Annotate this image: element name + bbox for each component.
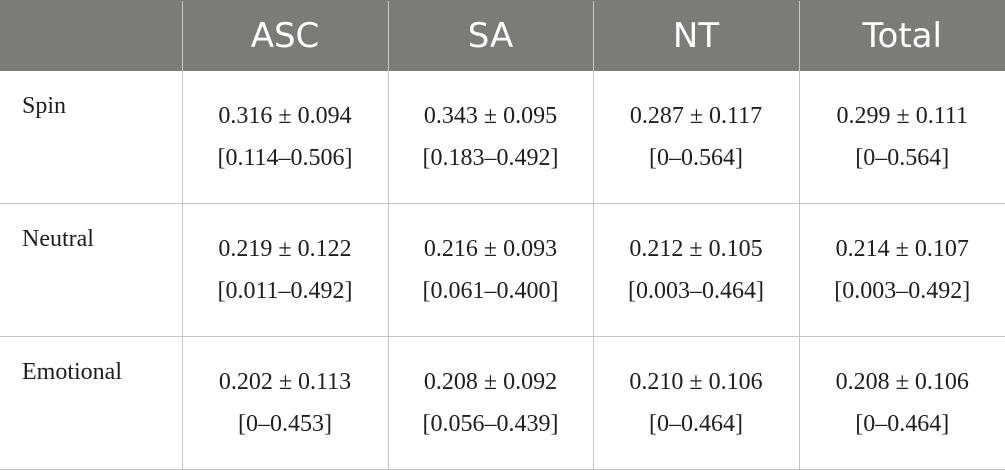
mean-sd-value: 0.212 ± 0.105 <box>594 228 799 270</box>
range-value: [0–0.453] <box>183 403 388 445</box>
mean-sd-value: 0.216 ± 0.093 <box>389 228 593 270</box>
table-cell: 0.210 ± 0.106 [0–0.464] <box>593 337 799 470</box>
mean-sd-value: 0.316 ± 0.094 <box>183 95 388 137</box>
mean-sd-value: 0.208 ± 0.106 <box>800 361 1005 403</box>
mean-sd-value: 0.343 ± 0.095 <box>389 95 593 137</box>
table-cell: 0.208 ± 0.092 [0.056–0.439] <box>388 337 593 470</box>
table-cell: 0.316 ± 0.094 [0.114–0.506] <box>182 71 388 204</box>
range-value: [0.056–0.439] <box>389 403 593 445</box>
header-cell-sa: SA <box>388 1 593 72</box>
table-cell: 0.212 ± 0.105 [0.003–0.464] <box>593 204 799 337</box>
mean-sd-value: 0.202 ± 0.113 <box>183 361 388 403</box>
mean-sd-value: 0.219 ± 0.122 <box>183 228 388 270</box>
range-value: [0.061–0.400] <box>389 270 593 312</box>
mean-sd-value: 0.287 ± 0.117 <box>594 95 799 137</box>
header-cell-empty <box>0 1 182 72</box>
header-cell-asc: ASC <box>182 1 388 72</box>
range-value: [0.011–0.492] <box>183 270 388 312</box>
range-value: [0–0.464] <box>800 403 1005 445</box>
range-value: [0–0.564] <box>594 137 799 179</box>
table-cell: 0.202 ± 0.113 [0–0.453] <box>182 337 388 470</box>
mean-sd-value: 0.299 ± 0.111 <box>800 95 1005 137</box>
table-cell: 0.299 ± 0.111 [0–0.564] <box>799 71 1005 204</box>
range-value: [0.183–0.492] <box>389 137 593 179</box>
header-cell-total: Total <box>799 1 1005 72</box>
table-row: Spin 0.316 ± 0.094 [0.114–0.506] 0.343 ±… <box>0 71 1005 204</box>
range-value: [0–0.464] <box>594 403 799 445</box>
table-cell: 0.216 ± 0.093 [0.061–0.400] <box>388 204 593 337</box>
mean-sd-value: 0.210 ± 0.106 <box>594 361 799 403</box>
header-cell-nt: NT <box>593 1 799 72</box>
table-cell: 0.208 ± 0.106 [0–0.464] <box>799 337 1005 470</box>
header-row: ASC SA NT Total <box>0 1 1005 72</box>
row-label-emotional: Emotional <box>0 337 182 470</box>
table-cell: 0.219 ± 0.122 [0.011–0.492] <box>182 204 388 337</box>
row-label-neutral: Neutral <box>0 204 182 337</box>
range-value: [0.003–0.492] <box>800 270 1005 312</box>
mean-sd-value: 0.214 ± 0.107 <box>800 228 1005 270</box>
range-value: [0.003–0.464] <box>594 270 799 312</box>
range-value: [0–0.564] <box>800 137 1005 179</box>
table-row: Neutral 0.219 ± 0.122 [0.011–0.492] 0.21… <box>0 204 1005 337</box>
table-cell: 0.343 ± 0.095 [0.183–0.492] <box>388 71 593 204</box>
table-row: Emotional 0.202 ± 0.113 [0–0.453] 0.208 … <box>0 337 1005 470</box>
table-cell: 0.214 ± 0.107 [0.003–0.492] <box>799 204 1005 337</box>
row-label-spin: Spin <box>0 71 182 204</box>
range-value: [0.114–0.506] <box>183 137 388 179</box>
mean-sd-value: 0.208 ± 0.092 <box>389 361 593 403</box>
table-cell: 0.287 ± 0.117 [0–0.564] <box>593 71 799 204</box>
